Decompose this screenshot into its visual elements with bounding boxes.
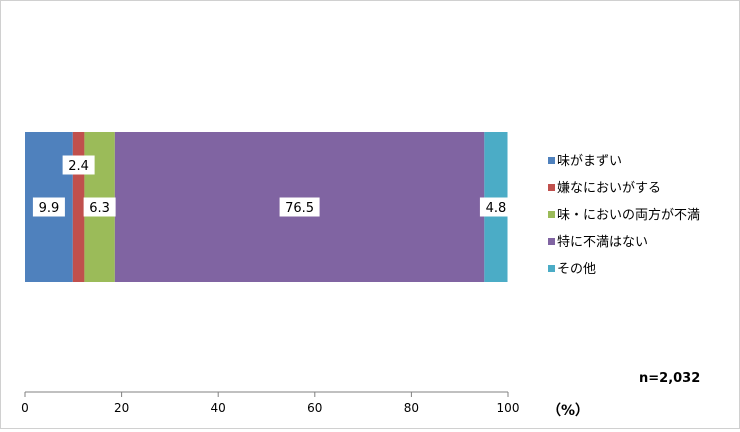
data-label-4: 76.5 [285, 201, 314, 216]
x-tick-label-5: 100 [497, 401, 520, 415]
sample-size-note: n=2,032 [639, 371, 700, 386]
x-tick-label-3: 60 [307, 401, 322, 415]
legend-label-1: 味がまずい [557, 154, 622, 169]
x-tick-label-2: 40 [211, 401, 226, 415]
data-label-3: 6.3 [89, 201, 110, 216]
data-label-box-1 [32, 197, 65, 217]
legend-label-5: その他 [557, 262, 596, 277]
data-label-box-2 [62, 155, 95, 175]
data-label-1: 9.9 [39, 201, 60, 216]
legend-swatch-4 [548, 238, 555, 245]
legend-swatch-1 [548, 157, 555, 164]
data-label-5: 4.8 [486, 201, 507, 216]
x-axis: 0 20 40 60 80 100 [21, 391, 520, 415]
legend-label-4: 特に不満はない [557, 235, 648, 250]
data-labels: 9.9 2.4 6.3 76.5 4.8 [32, 155, 512, 217]
legend-label-2: 嫌なにおいがする [557, 181, 661, 196]
data-label-box-5 [479, 197, 512, 217]
x-axis-unit-label: （%） [547, 403, 589, 419]
data-label-box-3 [83, 197, 116, 217]
bar-segment-2 [72, 132, 85, 282]
data-label-box-4 [279, 197, 320, 217]
x-tick-label-0: 0 [21, 401, 29, 415]
data-label-2: 2.4 [68, 159, 89, 174]
legend-swatch-3 [548, 211, 555, 218]
legend-swatch-5 [548, 265, 555, 272]
x-tick-label-1: 20 [114, 401, 129, 415]
x-tick-label-4: 80 [404, 401, 419, 415]
legend-swatch-2 [548, 184, 555, 191]
legend-label-3: 味・においの両方が不満 [557, 207, 700, 223]
